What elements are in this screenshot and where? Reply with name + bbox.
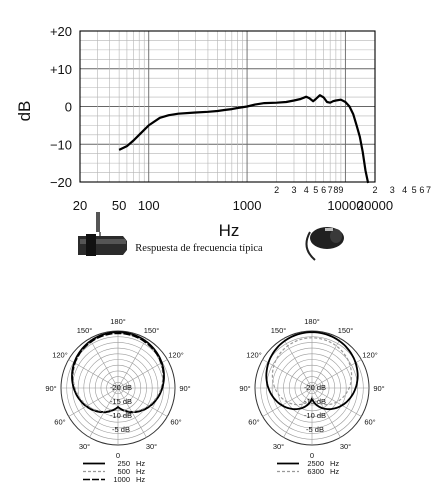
legend-unit: Hz — [136, 459, 145, 468]
polar-spoke — [262, 359, 313, 389]
y-tick-label: +20 — [50, 24, 72, 39]
angle-label: 90° — [239, 384, 250, 393]
legend-unit: Hz — [136, 467, 145, 476]
radial-label: -5 dB — [112, 425, 130, 434]
polar-pattern-curve — [265, 331, 359, 411]
angle-label: 60° — [364, 418, 375, 427]
angle-label: 30° — [273, 442, 284, 451]
polar-spoke — [68, 387, 119, 417]
polar-spoke — [117, 338, 147, 389]
polar-spoke — [283, 338, 313, 389]
radial-label: -10 dB — [304, 411, 326, 420]
response-curve — [118, 94, 370, 184]
polar-spoke — [117, 359, 168, 389]
minor-tick-label: 3 — [390, 185, 395, 195]
polar-spoke — [311, 359, 362, 389]
plot-frame — [79, 30, 376, 183]
angle-label: 30° — [340, 442, 351, 451]
angle-label: 0 — [310, 451, 314, 460]
minor-tick-label: 3 — [291, 185, 296, 195]
minor-tick-label: 4 — [304, 185, 309, 195]
microphone-front-picture — [305, 227, 344, 261]
radial-label: -20 dB — [110, 383, 132, 392]
angle-label: 60° — [248, 418, 259, 427]
minor-tick-labels: 2345678923456789 — [274, 185, 431, 195]
angle-label: 120° — [168, 351, 184, 360]
angle-label: 90° — [373, 384, 384, 393]
polar-spoke — [311, 338, 341, 389]
minor-tick-label: 8 — [333, 185, 338, 195]
polar-spoke — [283, 387, 313, 438]
radial-label: -20 dB — [304, 383, 326, 392]
radial-label: -15 dB — [110, 397, 132, 406]
legend-label: 2500 — [307, 459, 324, 468]
polar-spoke — [68, 359, 119, 389]
radial-label: -10 dB — [110, 411, 132, 420]
x-tick-label: 20 — [73, 198, 87, 213]
minor-tick-label: 7 — [426, 185, 431, 195]
polar-spoke — [89, 338, 119, 389]
angle-label: 180° — [110, 317, 126, 326]
minor-tick-label: 6 — [419, 185, 424, 195]
y-axis-label: dB — [15, 101, 34, 122]
angle-label: 120° — [246, 351, 262, 360]
figure-caption: Respuesta de frecuencia típica — [135, 243, 263, 254]
minor-tick-label: 6 — [321, 185, 326, 195]
angle-label: 180° — [304, 317, 320, 326]
legend-label: 1000 — [113, 475, 130, 484]
polar-pattern-curve — [71, 331, 165, 413]
polar-spoke — [117, 387, 168, 417]
legend-label: 6300 — [307, 467, 324, 476]
x-tick-label: 100 — [138, 198, 160, 213]
minor-tick-label: 9 — [338, 185, 343, 195]
polar-spoke — [311, 387, 341, 438]
minor-tick-label: 4 — [402, 185, 407, 195]
legend-unit: Hz — [330, 467, 339, 476]
x-tick-label: 1000 — [233, 198, 262, 213]
angle-label: 90° — [179, 384, 190, 393]
minor-tick-label: 7 — [328, 185, 333, 195]
polar-pattern-curve — [271, 337, 353, 406]
y-tick-label: +10 — [50, 62, 72, 77]
angle-label: 30° — [146, 442, 157, 451]
angle-label: 0 — [116, 451, 120, 460]
x-tick-label: 50 — [112, 198, 126, 213]
legend-label: 500 — [117, 467, 130, 476]
legend-unit: Hz — [330, 459, 339, 468]
grid — [79, 30, 376, 183]
polar-pattern-curve — [71, 332, 165, 414]
microphone-side-picture — [78, 212, 127, 256]
polar-pattern-low-frequencies: 180° 150° 150° 120° 120° 90° 90° 60° 60° 30° 30° 0 -… — [45, 317, 190, 484]
angle-label: 60° — [54, 418, 65, 427]
x-axis-label: Hz — [219, 221, 240, 240]
y-tick-label: 0 — [65, 100, 72, 115]
minor-tick-label: 2 — [274, 185, 279, 195]
angle-label: 30° — [79, 442, 90, 451]
angle-label: 60° — [170, 418, 181, 427]
angle-label: 120° — [362, 351, 378, 360]
angle-label: 150° — [144, 326, 160, 335]
angle-label: 120° — [52, 351, 68, 360]
angle-label: 150° — [271, 326, 287, 335]
y-tick-label: −10 — [50, 137, 72, 152]
angle-label: 150° — [338, 326, 354, 335]
minor-tick-label: 2 — [372, 185, 377, 195]
minor-tick-label: 5 — [412, 185, 417, 195]
y-tick-label: −20 — [50, 175, 72, 190]
minor-tick-label: 5 — [313, 185, 318, 195]
x-tick-label: 10000 — [327, 198, 363, 213]
legend-unit: Hz — [136, 475, 145, 484]
radial-label: -5 dB — [306, 425, 324, 434]
x-tick-label: 20000 — [357, 198, 393, 213]
radial-label: -15 dB — [304, 397, 326, 406]
legend-label: 250 — [117, 459, 130, 468]
polar-pattern-high-frequencies: 180° 150° 150° 120° 120° 90° 90° 60° 60° 30° 30° 0 -… — [239, 317, 384, 476]
angle-label: 90° — [45, 384, 56, 393]
y-tick-labels: +20 +10 0 −10 −20 — [50, 24, 72, 190]
angle-label: 150° — [77, 326, 93, 335]
